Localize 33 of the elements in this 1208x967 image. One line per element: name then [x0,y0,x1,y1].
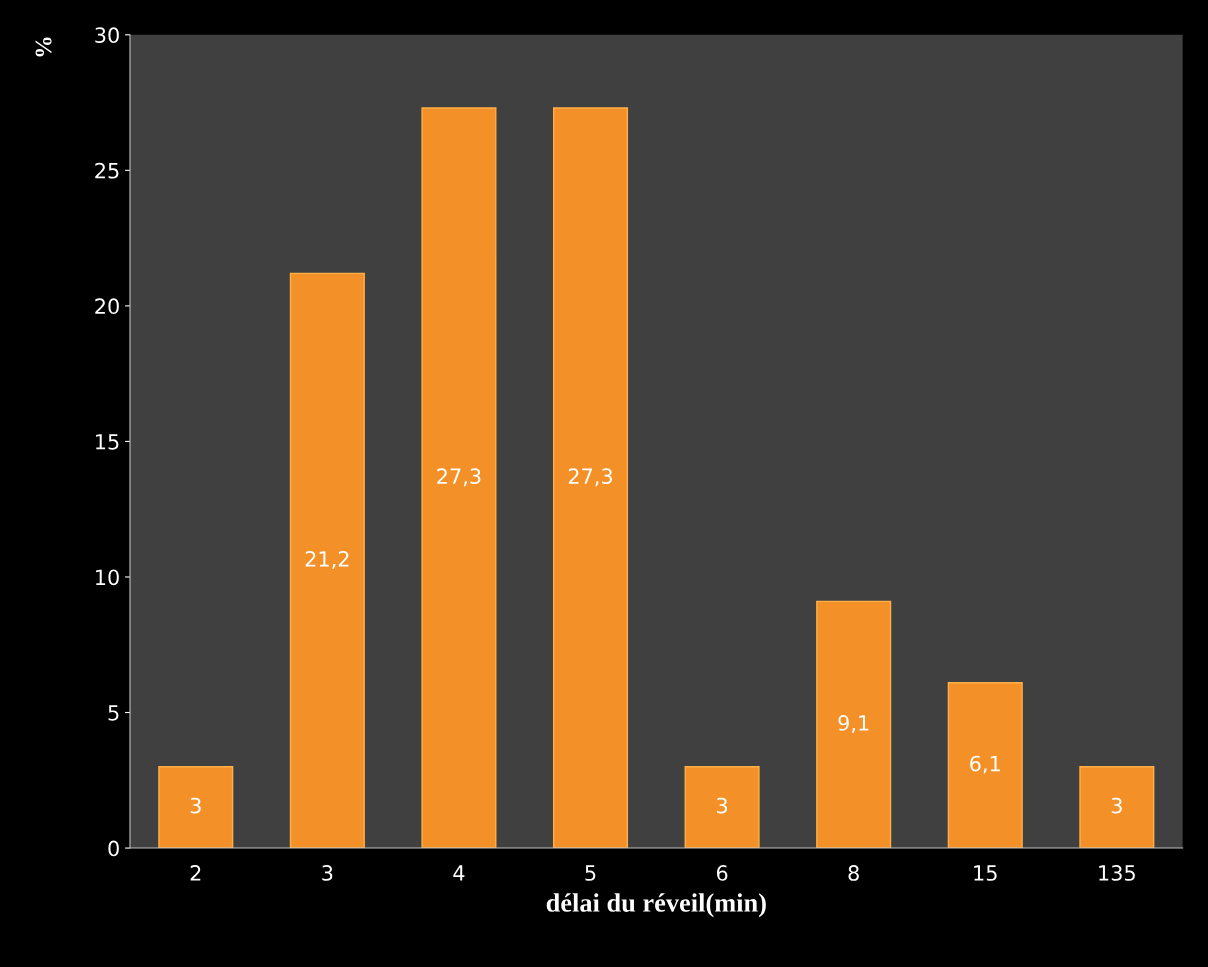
bar [816,600,892,849]
data-label: 6,1 [970,755,1000,774]
data-label: 3 [717,797,728,814]
bar [947,682,1023,849]
x-axis-title: délai du réveil(min) [546,893,766,918]
y-tick-label: 15 [96,434,119,450]
data-label: 9,1 [838,715,869,733]
bar [684,766,760,849]
x-tick-label: 15 [974,865,997,881]
bar [158,766,234,849]
y-tick-label: 25 [95,162,119,179]
x-tick-label: 8 [848,865,859,881]
bar [289,272,365,849]
x-tick-label: 3 [322,865,333,881]
x-tick-label: 5 [585,865,596,881]
y-tick-label: 10 [96,569,119,586]
data-label: 3 [1111,797,1122,814]
data-label: 27,3 [437,468,481,487]
x-tick-label: 4 [453,865,465,881]
y-tick-label: 30 [95,27,119,44]
data-label: 27,3 [568,468,613,487]
x-tick-label: 6 [716,865,728,881]
x-tick-label: 135 [1099,865,1135,881]
bar [552,107,629,849]
y-axis-title: % [35,37,52,57]
data-label: 21,2 [305,551,349,569]
bar [421,107,497,849]
data-label: 3 [190,797,201,814]
y-tick-label: 5 [108,705,119,721]
y-tick-label: 20 [95,298,119,315]
y-tick-label: 0 [108,840,119,857]
x-tick-label: 2 [190,865,201,881]
bar [1079,766,1155,849]
